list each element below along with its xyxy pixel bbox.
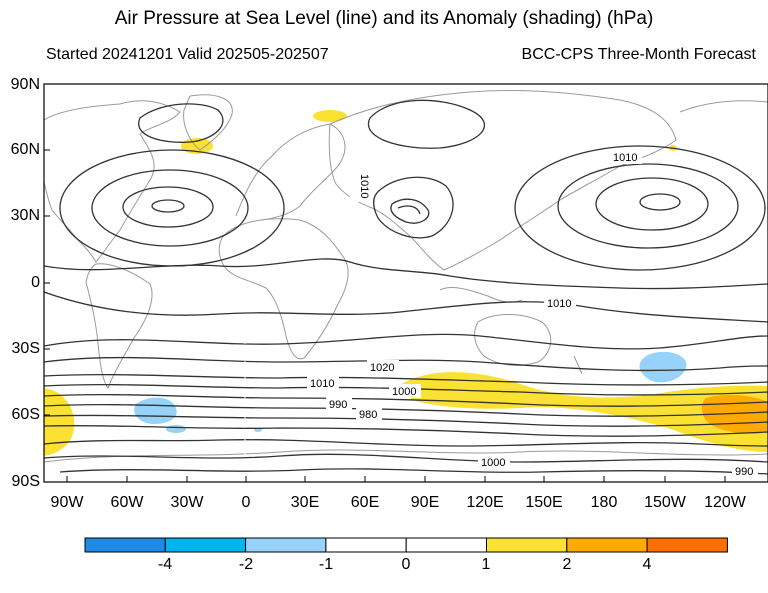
coast-australia [474, 314, 552, 366]
contour-label: 980 [359, 409, 377, 421]
contour-label-masks [307, 150, 758, 478]
contour-label: 1020 [370, 362, 394, 374]
contour-arctic-1 [138, 103, 224, 143]
colorbar-swatch [566, 537, 648, 553]
lat-label-30s: 30S [11, 340, 40, 357]
colorbar-label: 4 [642, 556, 652, 573]
lat-label-60n: 60N [10, 141, 40, 158]
contour-asia-low-1 [373, 176, 454, 239]
contour-label: 1010 [310, 378, 334, 390]
coast-europe [235, 123, 346, 221]
contour-tropics-south [44, 291, 768, 323]
colorbar-swatch [325, 537, 407, 553]
contour-label: 1010 [358, 174, 370, 198]
contour-label: 1010 [547, 298, 571, 310]
lon-label-60w: 60W [110, 494, 144, 511]
contour-asia-low-3 [397, 205, 421, 215]
contour-antarctic-3 [59, 468, 768, 475]
contour-belt-3 [44, 393, 768, 407]
lon-label-120w: 120W [704, 494, 746, 511]
lon-label-150e: 150E [525, 494, 563, 511]
colorbar-swatch [245, 537, 327, 553]
colorbar-label: -2 [238, 556, 254, 573]
contour-label: 1000 [481, 457, 505, 469]
coast-greenland [183, 94, 233, 151]
negative-anomaly-tiny [254, 428, 262, 432]
contour-asia-low-2 [390, 198, 430, 224]
contour-label: 1010 [613, 152, 637, 164]
forecast-source: BCC-CPS Three-Month Forecast [521, 46, 756, 63]
colorbar-label: -4 [157, 556, 173, 573]
contour-belt-6 [44, 424, 768, 437]
lat-label-90s: 90S [11, 473, 40, 490]
contour-belt-4 [44, 403, 768, 417]
contour-pacific-high-1 [514, 145, 766, 271]
negative-anomaly-south-atlantic [134, 397, 177, 424]
lon-label-30e: 30E [290, 494, 320, 511]
map-title: Air Pressure at Sea Level (line) and its… [114, 8, 654, 29]
contour-pacific-high-4 [639, 193, 681, 211]
positive-anomaly-southern-belt [400, 372, 768, 452]
contour-pacific-high-2 [557, 163, 739, 249]
contour-label: 990 [735, 466, 753, 478]
colorbar-swatch [405, 537, 488, 553]
colorbar-swatch [84, 537, 166, 553]
coast-north-america [44, 100, 181, 263]
lon-label-180: 180 [590, 494, 618, 511]
lon-label-90w: 90W [50, 494, 84, 511]
contour-arctic-2 [367, 99, 485, 149]
lon-label-60e: 60E [350, 494, 380, 511]
negative-anomaly-south-atlantic-small [166, 425, 186, 433]
lon-label-30w: 30W [170, 494, 204, 511]
coast-alaska [679, 100, 768, 113]
forecast-period: Started 20241201 Valid 202505-202507 [46, 46, 329, 63]
colorbar-label: 0 [401, 556, 411, 573]
contour-atlantic-high-3 [122, 186, 214, 228]
lat-label-eq: 0 [31, 274, 40, 291]
contour-atlantic-high-2 [91, 169, 249, 247]
contour-label: 1000 [392, 386, 416, 398]
lat-label-90n: 90N [10, 76, 40, 93]
contour-south-high-2 [44, 356, 768, 372]
coast-south-america [85, 263, 153, 390]
positive-anomaly-scandinavia [313, 110, 347, 122]
contour-pacific-high-3 [595, 177, 709, 231]
contour-labels: 1010 1010 1010 1020 1010 1000 990 980 10… [310, 152, 753, 478]
contour-antarctic-1 [44, 439, 768, 447]
colorbar [84, 537, 728, 553]
lat-label-30n: 30N [10, 207, 40, 224]
lon-label-150w: 150W [644, 494, 686, 511]
lon-label-0: 0 [241, 494, 251, 511]
coast-indonesia [439, 287, 523, 303]
lat-label-60s: 60S [11, 406, 40, 423]
coast-asia [328, 89, 677, 271]
coast-africa [218, 218, 349, 360]
coast-new-zealand [573, 355, 583, 375]
colorbar-label: 1 [481, 556, 491, 573]
lon-label-120e: 120E [466, 494, 504, 511]
contour-south-high-1 [44, 333, 768, 350]
anomaly-shading [44, 110, 768, 456]
contour-belt-1 [44, 373, 768, 386]
contour-atlantic-high-4 [151, 199, 185, 213]
coast-antarctica [44, 449, 768, 463]
contour-label: 990 [329, 399, 347, 411]
positive-anomaly-west-belt [44, 388, 75, 456]
colorbar-swatch [486, 537, 568, 553]
colorbar-label: -1 [318, 556, 334, 573]
contour-belt-5 [44, 414, 768, 427]
colorbar-swatch [164, 537, 247, 553]
lon-label-90e: 90E [410, 494, 440, 511]
contour-tropics-north [44, 258, 768, 290]
pressure-contours [44, 99, 768, 475]
colorbar-label: 2 [562, 556, 572, 573]
map-plot-area: 1010 1010 1010 1020 1010 1000 990 980 10… [44, 89, 768, 482]
negative-anomaly-south-pacific [639, 351, 687, 383]
axis-ticks [44, 83, 726, 483]
contour-antarctic-2 [44, 453, 768, 463]
colorbar-swatch [646, 537, 728, 553]
contour-atlantic-high-1 [59, 149, 285, 267]
